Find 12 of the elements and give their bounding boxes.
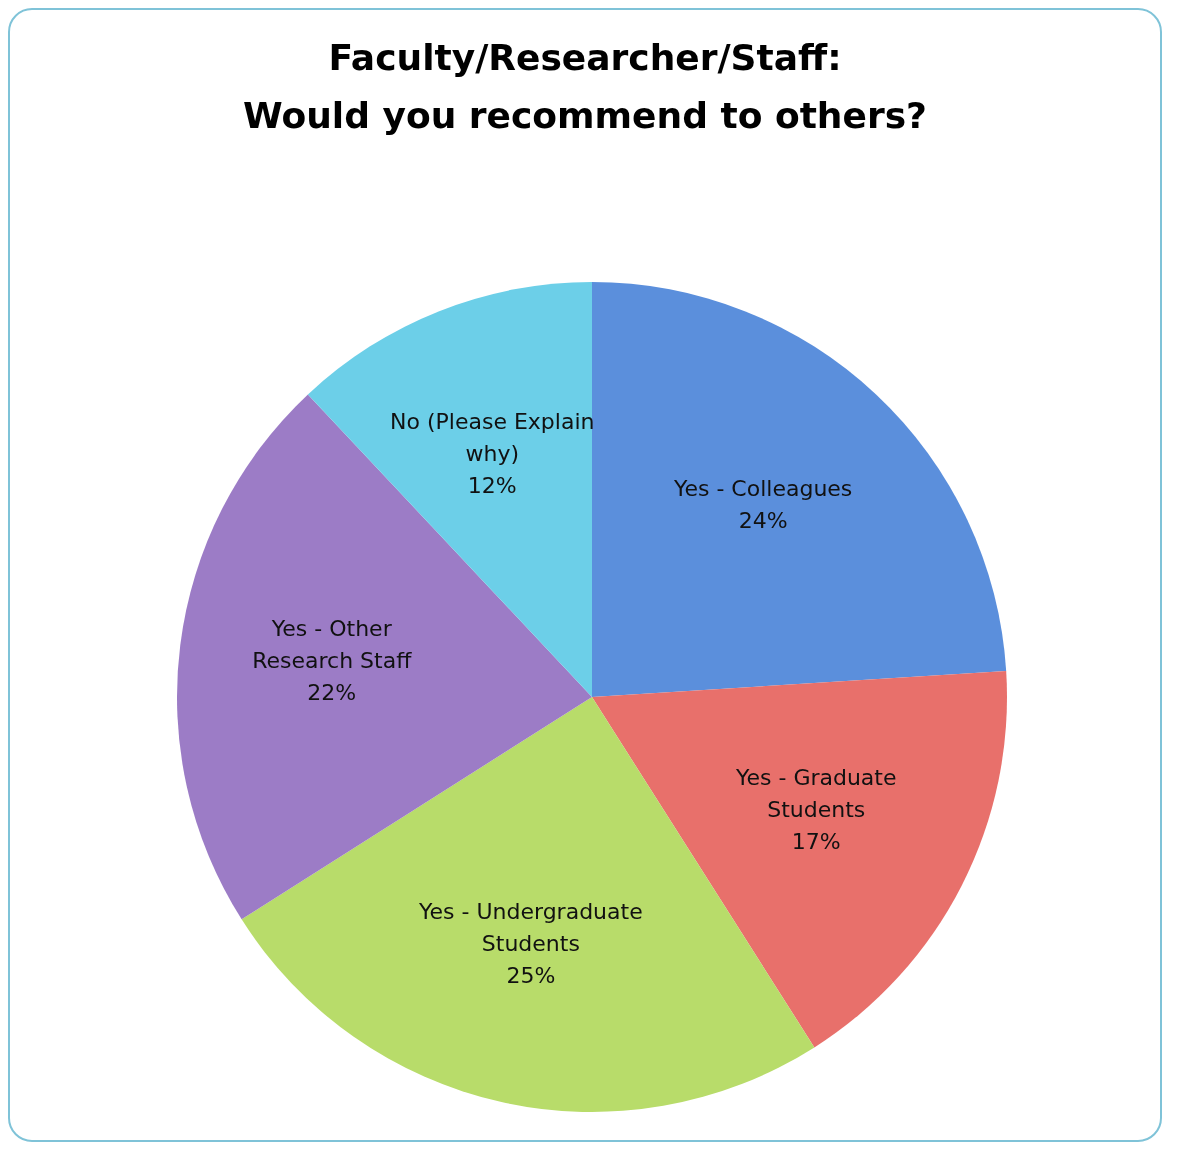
slice-label: Yes - Graduate Students (734, 764, 897, 822)
data-label: 12% (467, 472, 517, 498)
slice-label: Yes - Colleagues (672, 475, 853, 501)
pie-slice (592, 282, 1007, 697)
slice-label: Yes - Other Research Staff (252, 615, 413, 673)
slice-label: Yes - Undergraduate Students (418, 898, 643, 956)
data-label: 24% (738, 507, 788, 533)
chart-title: Faculty/Researcher/Staff: Would you recommend to others? (243, 37, 927, 136)
data-label: 17% (791, 828, 841, 854)
slice-label: No (Please Explain why) (390, 408, 595, 466)
data-label: 22% (307, 679, 357, 705)
data-label: 25% (506, 962, 556, 988)
